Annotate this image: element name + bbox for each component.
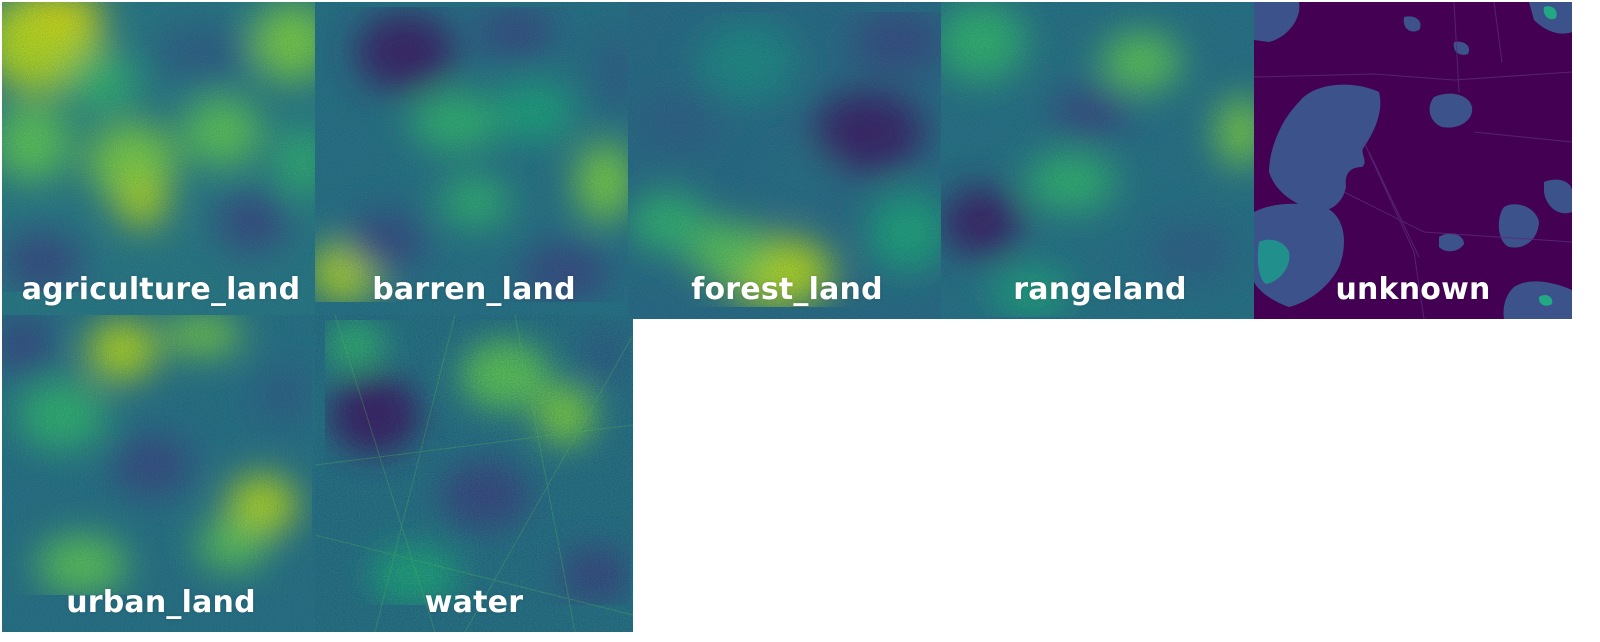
water-heatmap	[315, 315, 633, 632]
rangeland-heatmap	[941, 2, 1259, 319]
panel-water: water	[315, 315, 633, 632]
panel-label: barren_land	[372, 272, 576, 307]
unknown-heatmap	[1254, 2, 1572, 319]
panel-urban-land: urban_land	[2, 315, 320, 632]
panel-label: agriculture_land	[21, 272, 301, 307]
panel-unknown: unknown	[1254, 2, 1572, 319]
barren-land-heatmap	[315, 2, 633, 319]
forest-land-heatmap	[628, 2, 946, 319]
urban-land-heatmap	[2, 315, 320, 632]
panel-rangeland: rangeland	[941, 2, 1259, 319]
panel-label: rangeland	[1013, 272, 1187, 307]
panel-label: unknown	[1335, 272, 1491, 307]
panel-label: water	[424, 585, 524, 620]
panel-label: forest_land	[691, 272, 883, 307]
agriculture-land-heatmap	[2, 2, 320, 319]
panel-barren-land: barren_land	[315, 2, 633, 319]
panel-agriculture-land: agriculture_land	[2, 2, 320, 319]
panel-label: urban_land	[66, 585, 256, 620]
panel-forest-land: forest_land	[628, 2, 946, 319]
